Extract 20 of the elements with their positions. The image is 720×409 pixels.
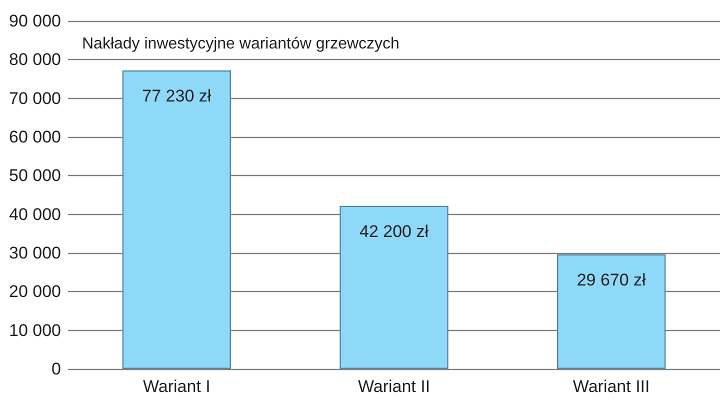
data-label: 29 670 zł [576, 270, 646, 290]
text: Nakłady inwestycyjne wariantów grzewczych [82, 36, 400, 52]
y-tick-label: 30 000 [9, 244, 61, 262]
y-tick-label: 50 000 [9, 166, 61, 186]
data-label: 77 230 zł [142, 86, 212, 106]
bar [557, 254, 666, 369]
bar [340, 206, 448, 369]
bar [122, 70, 231, 369]
y-tick-label: 70 000 [9, 88, 61, 108]
y-tick-label: 10 000 [9, 320, 61, 340]
x-tick-label: Wariant I [142, 377, 210, 396]
x-tick-label: Wariant II [358, 377, 430, 396]
y-tick-label: 20 000 [9, 282, 61, 302]
y-tick-label: 60 000 [9, 128, 61, 146]
y-tick-label: 40 000 [9, 204, 61, 224]
y-tick-label: 90 000 [9, 12, 61, 30]
y-tick-label: 0 [52, 360, 61, 378]
data-label: 42 200 zł [360, 222, 429, 241]
y-tick-label: 80 000 [9, 50, 61, 70]
x-tick-label: Wariant III [572, 377, 650, 396]
